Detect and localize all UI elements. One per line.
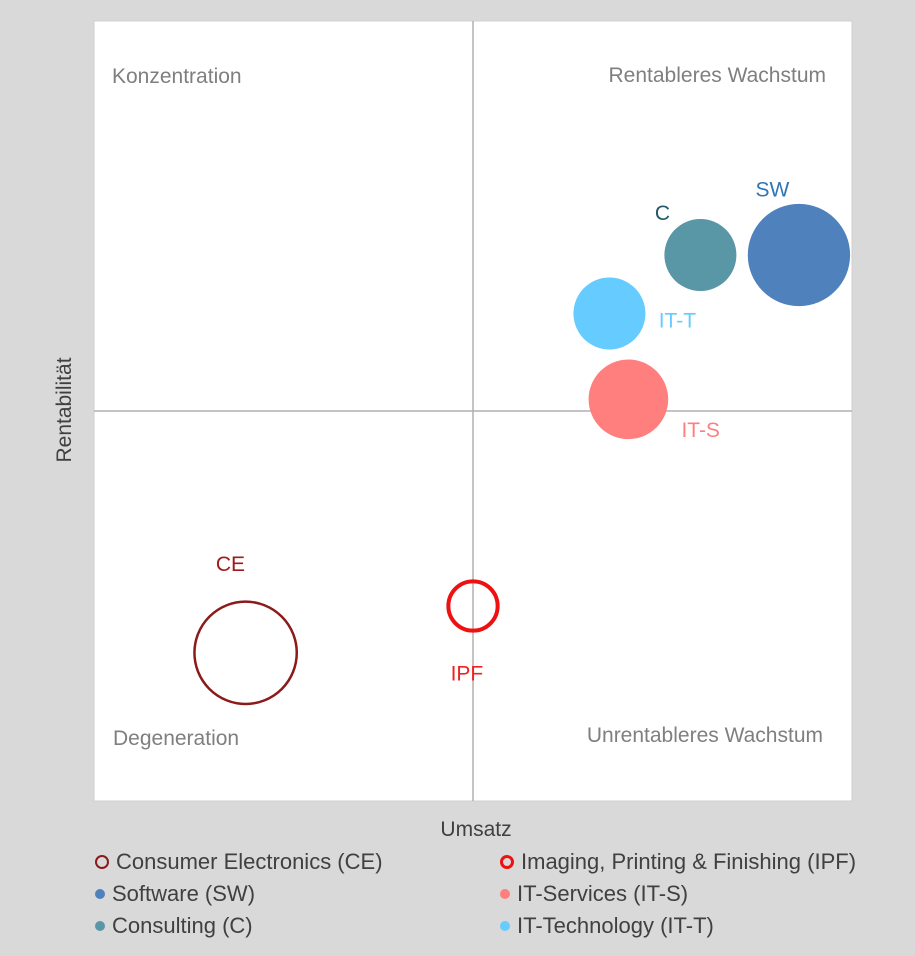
legend-marker-sw: [95, 889, 105, 899]
legend-item-it-t: IT-Technology (IT-T): [500, 912, 905, 940]
bubble-it-s: [588, 359, 669, 440]
legend-marker-c: [95, 921, 105, 931]
quadrant-label-bottom-right: Unrentableres Wachstum: [587, 724, 823, 747]
bubble-label-it-s: IT-S: [681, 419, 720, 442]
legend-marker-it-t: [500, 921, 510, 931]
bubble-label-ipf: IPF: [451, 662, 484, 685]
legend-item-sw: Software (SW): [95, 880, 500, 908]
legend-item-ce: Consumer Electronics (CE): [95, 848, 500, 876]
legend-item-ipf: Imaging, Printing & Finishing (IPF): [500, 848, 905, 876]
bubble-it-t: [573, 277, 646, 350]
legend: Consumer Electronics (CE) Imaging, Printi…: [95, 848, 905, 940]
legend-marker-ipf: [500, 855, 514, 869]
legend-item-c: Consulting (C): [95, 912, 500, 940]
quadrant-label-top-right: Rentableres Wachstum: [609, 64, 826, 87]
legend-label-ipf: Imaging, Printing & Finishing (IPF): [521, 849, 857, 874]
bubble-label-it-t: IT-T: [659, 310, 696, 333]
legend-label-c: Consulting (C): [112, 913, 253, 938]
legend-label-ce: Consumer Electronics (CE): [116, 849, 383, 874]
quadrant-label-top-left: Konzentration: [112, 65, 242, 88]
bubble-label-c: C: [655, 202, 670, 225]
bubble-c: [664, 218, 737, 292]
legend-item-it-s: IT-Services (IT-S): [500, 880, 905, 908]
legend-label-sw: Software (SW): [112, 881, 256, 906]
legend-label-it-s: IT-Services (IT-S): [517, 881, 689, 906]
legend-marker-it-s: [500, 889, 510, 899]
legend-label-it-t: IT-Technology (IT-T): [517, 913, 714, 938]
quadrant-label-bottom-left: Degeneration: [113, 727, 239, 750]
bubble-label-sw: SW: [755, 179, 789, 202]
legend-marker-ce: [95, 855, 109, 869]
bubble-label-ce: CE: [216, 553, 245, 576]
bubble-ipf: [446, 579, 500, 633]
bubble-ce: [193, 600, 299, 706]
x-axis-label: Umsatz: [440, 818, 511, 841]
y-axis-label: Rentabilität: [53, 357, 76, 462]
bubble-sw: [747, 203, 851, 307]
